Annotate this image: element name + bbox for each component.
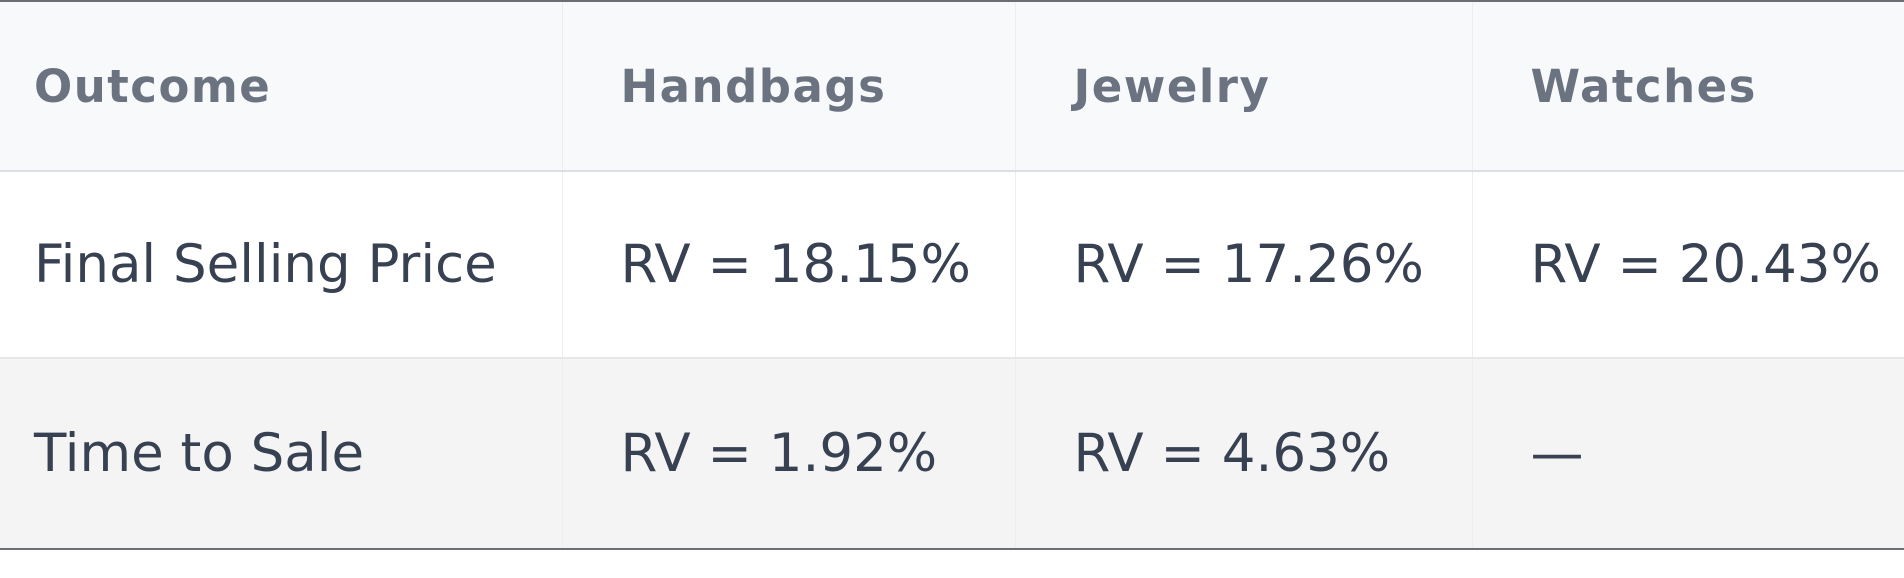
cell-jewelry: RV = 17.26% [1014,171,1472,358]
table-header: Outcome Handbags Jewelry Watches [0,1,1904,171]
cell-outcome: Time to Sale [34,423,365,484]
column-header-jewelry: Jewelry [1014,1,1472,171]
cell-outcome: Final Selling Price [34,234,497,295]
cell-watches: — [1471,358,1904,549]
cell-watches: RV = 20.43% [1471,171,1904,358]
cell-handbags: RV = 1.92% [561,358,1015,549]
column-header-outcome: Outcome [34,59,272,113]
table-row: Time to Sale RV = 1.92% RV = 4.63% — [0,358,1904,549]
cell-jewelry: RV = 4.63% [1014,358,1472,549]
cell-handbags: RV = 18.15% [561,171,1015,358]
header-row: Outcome Handbags Jewelry Watches [0,1,1904,171]
results-table-container: Outcome Handbags Jewelry Watches Final S… [0,1,1904,549]
column-header-watches: Watches [1471,1,1904,171]
table-body: Final Selling Price RV = 18.15% RV = 17.… [0,171,1904,549]
results-table: Outcome Handbags Jewelry Watches Final S… [0,1,1904,549]
table-row: Final Selling Price RV = 18.15% RV = 17.… [0,171,1904,358]
column-header-handbags: Handbags [561,1,1015,171]
